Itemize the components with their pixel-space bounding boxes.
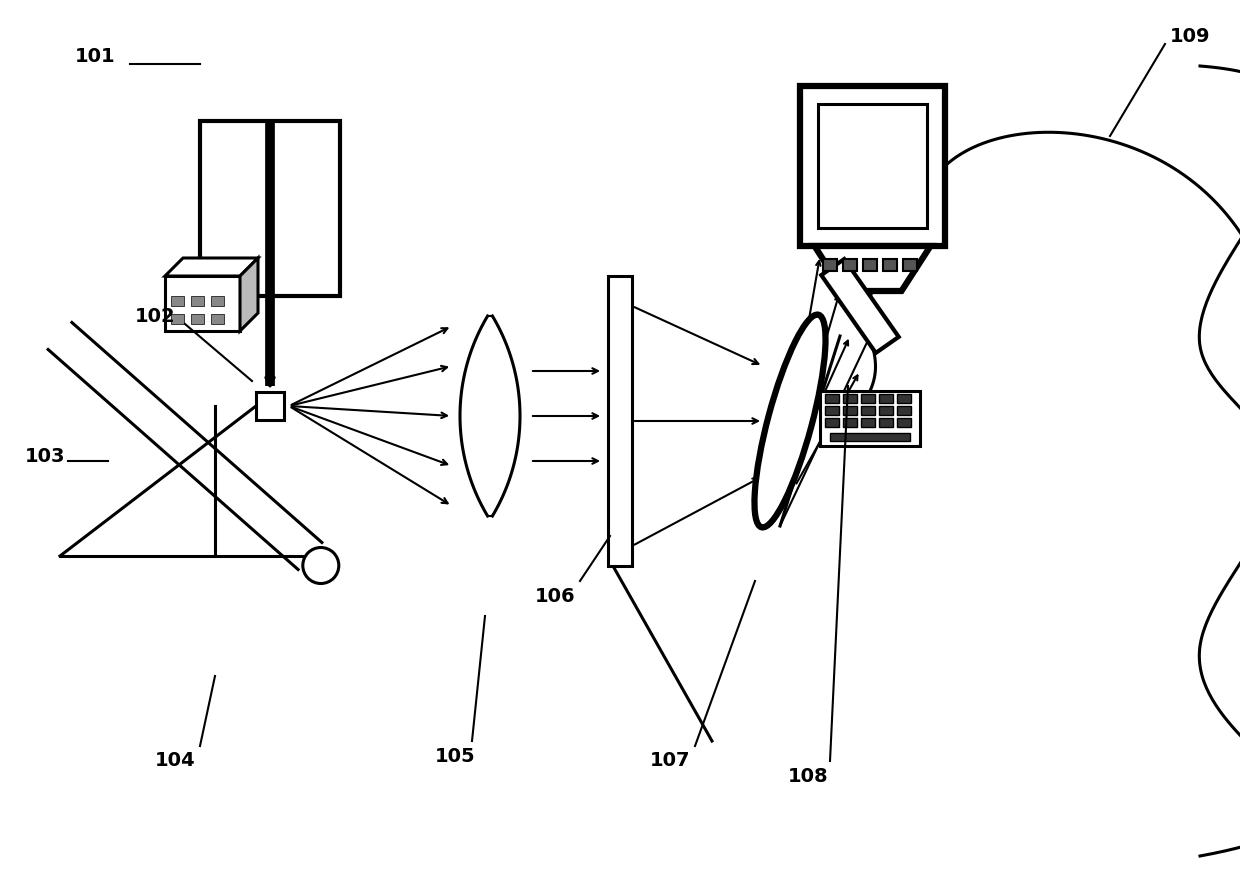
Bar	[191, 314, 205, 324]
Bar	[825, 418, 839, 427]
Bar	[843, 406, 857, 415]
Bar	[863, 259, 877, 271]
Bar	[171, 296, 184, 306]
Bar	[255, 392, 284, 420]
Text: 105: 105	[435, 746, 475, 766]
Bar	[211, 314, 224, 324]
Bar	[608, 276, 632, 566]
Text: 103: 103	[25, 447, 66, 465]
Bar	[830, 433, 910, 441]
Bar	[171, 314, 184, 324]
Text: 104: 104	[155, 752, 196, 771]
Ellipse shape	[754, 314, 826, 527]
Bar	[818, 104, 928, 228]
Bar	[191, 296, 205, 306]
Bar	[825, 394, 839, 403]
Bar	[903, 259, 916, 271]
Bar	[820, 391, 920, 446]
Bar	[897, 406, 911, 415]
Bar	[861, 406, 875, 415]
Bar	[200, 121, 340, 296]
Text: 101: 101	[74, 46, 115, 66]
Polygon shape	[815, 246, 930, 291]
Bar	[879, 406, 893, 415]
Text: 109: 109	[1169, 26, 1210, 46]
Bar	[861, 418, 875, 427]
Bar	[825, 406, 839, 415]
Bar	[842, 259, 857, 271]
Bar	[211, 296, 224, 306]
Bar	[822, 259, 837, 271]
Bar	[843, 418, 857, 427]
Polygon shape	[821, 259, 899, 353]
Polygon shape	[165, 258, 258, 276]
Bar	[879, 394, 893, 403]
Text: 107: 107	[650, 752, 691, 771]
Text: 108: 108	[787, 766, 828, 786]
Bar	[800, 86, 945, 246]
Text: 106: 106	[534, 587, 575, 605]
Bar	[897, 418, 911, 427]
Text: 102: 102	[135, 307, 175, 326]
Bar	[861, 394, 875, 403]
Bar	[883, 259, 897, 271]
Bar	[879, 418, 893, 427]
Bar	[165, 276, 241, 331]
Bar	[843, 394, 857, 403]
Bar	[897, 394, 911, 403]
Circle shape	[303, 548, 339, 583]
Polygon shape	[241, 258, 258, 331]
